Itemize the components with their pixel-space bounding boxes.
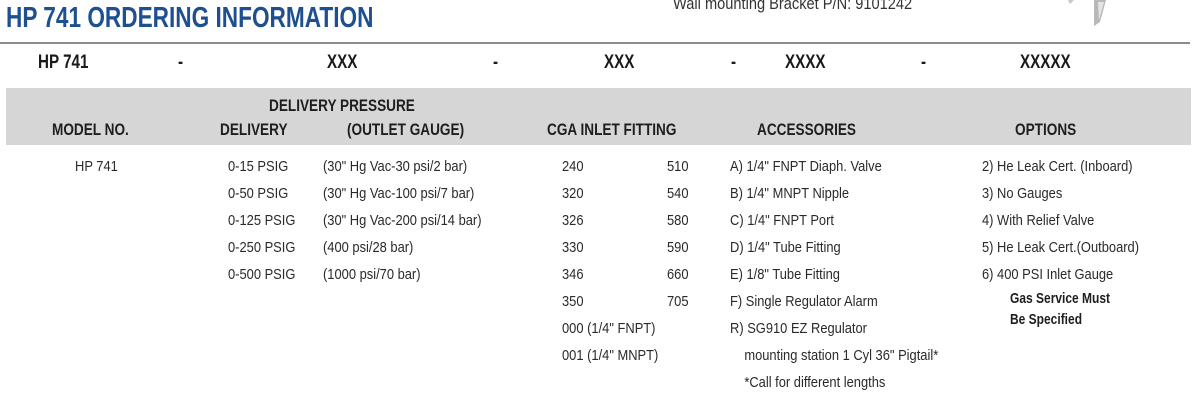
code-segment: XXX xyxy=(327,52,358,73)
header-model: MODEL NO. xyxy=(52,120,129,139)
cga-fitting-cell: 001 (1/4" MNPT) xyxy=(562,347,659,364)
cga-fitting-cell: 350 xyxy=(562,293,584,310)
page-title: HP 741 ORDERING INFORMATION xyxy=(6,2,374,34)
accessory-item: *Call for different lengths xyxy=(730,374,886,391)
model-cell: HP 741 xyxy=(75,158,118,175)
cga-fitting-cell: 705 xyxy=(667,293,689,310)
code-segment: XXXX xyxy=(785,52,826,73)
cga-fitting-cell: 330 xyxy=(562,239,584,256)
code-segment: XXXXX xyxy=(1020,52,1071,73)
code-separator: - xyxy=(493,52,499,73)
cga-fitting-cell: 660 xyxy=(667,266,689,283)
gas-service-note: Gas Service Must xyxy=(1010,290,1111,307)
header-delivery-pressure: DELIVERY PRESSURE xyxy=(269,96,415,115)
cga-fitting-cell: 326 xyxy=(562,212,584,229)
option-item: 3) No Gauges xyxy=(982,185,1063,202)
accessory-item: B) 1/4" MNPT Nipple xyxy=(730,185,850,202)
accessory-item: E) 1/8" Tube Fitting xyxy=(730,266,840,283)
divider xyxy=(0,42,1190,44)
header-cga-inlet-fitting: CGA INLET FITTING xyxy=(547,120,677,139)
code-separator: - xyxy=(731,52,737,73)
code-separator: - xyxy=(921,52,927,73)
header-delivery: DELIVERY xyxy=(220,120,288,139)
outlet-gauge-cell: (30" Hg Vac-200 psi/14 bar) xyxy=(323,212,482,229)
delivery-cell: 0-15 PSIG xyxy=(228,158,289,175)
accessory-item: R) SG910 EZ Regulator xyxy=(730,320,867,337)
code-separator: - xyxy=(178,52,184,73)
cga-fitting-cell: 510 xyxy=(667,158,689,175)
accessory-item: C) 1/4" FNPT Port xyxy=(730,212,834,229)
accessory-item: D) 1/4" Tube Fitting xyxy=(730,239,841,256)
outlet-gauge-cell: (30" Hg Vac-30 psi/2 bar) xyxy=(323,158,468,175)
outlet-gauge-cell: (400 psi/28 bar) xyxy=(323,239,414,256)
header-band xyxy=(6,88,1191,145)
option-item: 4) With Relief Valve xyxy=(982,212,1095,229)
code-segment: XXX xyxy=(604,52,635,73)
accessory-item: A) 1/4" FNPT Diaph. Valve xyxy=(730,158,882,175)
gas-service-note: Be Specified xyxy=(1010,311,1083,328)
cga-fitting-cell: 240 xyxy=(562,158,584,175)
cga-fitting-cell: 000 (1/4" FNPT) xyxy=(562,320,656,337)
cga-fitting-cell: 346 xyxy=(562,266,584,283)
outlet-gauge-cell: (30" Hg Vac-100 psi/7 bar) xyxy=(323,185,475,202)
header-accessories: ACCESSORIES xyxy=(757,120,856,139)
cga-fitting-cell: 580 xyxy=(667,212,689,229)
option-item: 6) 400 PSI Inlet Gauge xyxy=(982,266,1114,283)
delivery-cell: 0-125 PSIG xyxy=(228,212,296,229)
cga-fitting-cell: 590 xyxy=(667,239,689,256)
bracket-part-number: Wall mounting Bracket P/N: 9101242 xyxy=(673,0,913,13)
option-item: 5) He Leak Cert.(Outboard) xyxy=(982,239,1140,256)
delivery-cell: 0-500 PSIG xyxy=(228,266,296,283)
header-options: OPTIONS xyxy=(1015,120,1077,139)
header-outlet-gauge: (OUTLET GAUGE) xyxy=(347,120,465,139)
delivery-cell: 0-50 PSIG xyxy=(228,185,289,202)
accessory-item: F) Single Regulator Alarm xyxy=(730,293,878,310)
cga-fitting-cell: 320 xyxy=(562,185,584,202)
delivery-cell: 0-250 PSIG xyxy=(228,239,296,256)
option-item: 2) He Leak Cert. (Inboard) xyxy=(982,158,1133,175)
outlet-gauge-cell: (1000 psi/70 bar) xyxy=(323,266,421,283)
accessory-item: mounting station 1 Cyl 36" Pigtail* xyxy=(730,347,939,364)
wall-bracket-image xyxy=(1068,0,1106,26)
code-segment: HP 741 xyxy=(38,52,89,73)
cga-fitting-cell: 540 xyxy=(667,185,689,202)
